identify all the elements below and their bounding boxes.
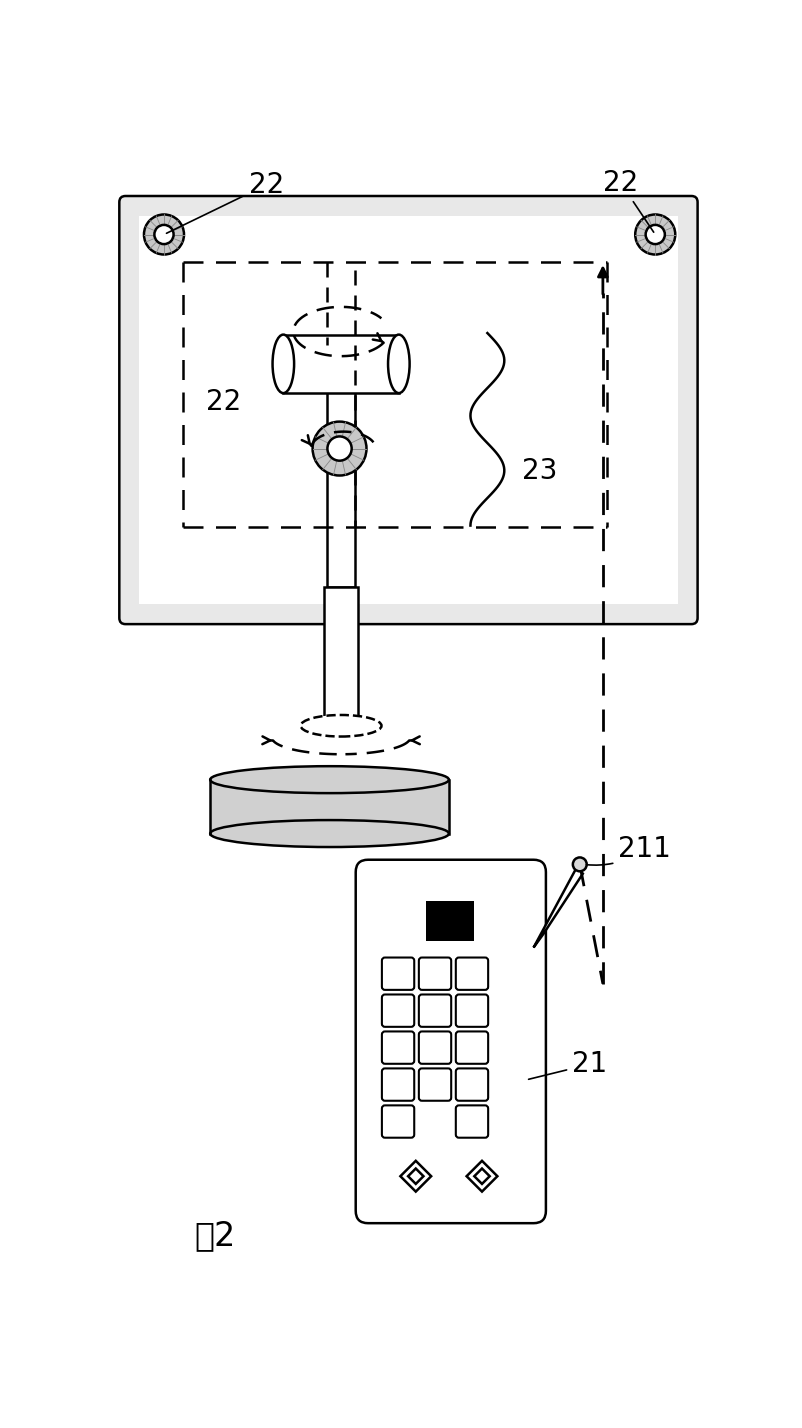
FancyBboxPatch shape <box>419 958 451 990</box>
Circle shape <box>144 214 184 254</box>
Text: 21: 21 <box>528 1050 606 1080</box>
FancyBboxPatch shape <box>419 1068 451 1101</box>
Polygon shape <box>407 1168 423 1184</box>
FancyBboxPatch shape <box>119 196 697 624</box>
Bar <box>210 780 448 834</box>
Polygon shape <box>400 1161 431 1191</box>
FancyBboxPatch shape <box>382 1031 414 1064</box>
Bar <box>327 341 354 587</box>
Polygon shape <box>533 867 582 948</box>
FancyBboxPatch shape <box>419 994 451 1027</box>
FancyBboxPatch shape <box>382 958 414 990</box>
Circle shape <box>572 857 586 871</box>
FancyBboxPatch shape <box>419 1031 451 1064</box>
Circle shape <box>312 421 366 476</box>
FancyBboxPatch shape <box>456 1068 488 1101</box>
FancyBboxPatch shape <box>382 1105 414 1138</box>
Text: 22: 22 <box>166 171 284 233</box>
FancyBboxPatch shape <box>456 1031 488 1064</box>
Polygon shape <box>474 1168 489 1184</box>
FancyBboxPatch shape <box>456 1105 488 1138</box>
Circle shape <box>327 437 351 461</box>
Ellipse shape <box>387 334 409 393</box>
FancyBboxPatch shape <box>456 958 488 990</box>
Text: 图2: 图2 <box>195 1220 236 1252</box>
Polygon shape <box>466 1161 496 1191</box>
Text: 23: 23 <box>521 457 557 486</box>
Circle shape <box>154 224 173 244</box>
Text: 22: 22 <box>602 169 653 233</box>
Circle shape <box>634 214 674 254</box>
Ellipse shape <box>210 820 448 847</box>
Text: 211: 211 <box>585 834 670 865</box>
FancyBboxPatch shape <box>382 994 414 1027</box>
Ellipse shape <box>210 767 448 793</box>
FancyBboxPatch shape <box>355 860 545 1224</box>
Ellipse shape <box>272 334 294 393</box>
Bar <box>283 334 399 393</box>
FancyBboxPatch shape <box>456 994 488 1027</box>
Ellipse shape <box>300 715 381 737</box>
FancyBboxPatch shape <box>382 1068 414 1101</box>
Bar <box>140 216 677 604</box>
Text: 22: 22 <box>206 388 241 416</box>
Bar <box>425 901 473 941</box>
Bar <box>324 587 358 734</box>
Circle shape <box>645 224 664 244</box>
